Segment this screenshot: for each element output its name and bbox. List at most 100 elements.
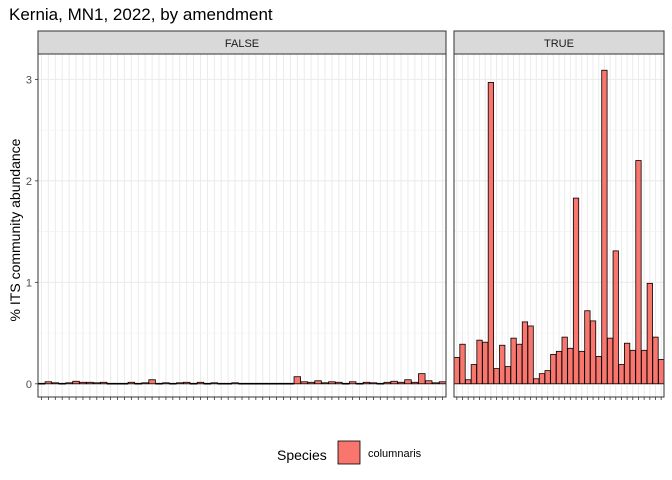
legend-key-columnaris (337, 440, 361, 465)
y-tick-label: 3 (26, 74, 32, 86)
bar (641, 349, 648, 385)
bar (578, 350, 585, 385)
bar (355, 382, 364, 385)
bar (418, 373, 426, 385)
legend-label-columnaris: columnaris (368, 448, 422, 460)
bar (37, 382, 46, 385)
bar (224, 382, 232, 385)
bar (390, 380, 398, 385)
strip-label: TRUE (544, 38, 574, 50)
bar (646, 282, 653, 385)
bar (328, 381, 336, 385)
bar (612, 250, 619, 385)
bar (203, 382, 212, 385)
bar (182, 381, 191, 385)
bar (624, 342, 631, 385)
bar (210, 382, 219, 385)
panel-border (453, 53, 665, 398)
bar (265, 382, 274, 385)
bar (113, 382, 122, 385)
bar (397, 381, 405, 385)
bar (100, 381, 108, 385)
bar (533, 378, 540, 385)
bar (169, 382, 177, 385)
bar (148, 379, 156, 385)
bar (259, 382, 267, 385)
bar (567, 347, 574, 385)
bar (189, 382, 198, 385)
bar (362, 381, 371, 385)
bar (231, 382, 239, 385)
bar (120, 382, 129, 385)
bar (544, 370, 551, 385)
bar (658, 359, 665, 385)
bar (629, 349, 636, 385)
bar (431, 382, 440, 385)
panel-border (37, 53, 447, 398)
bar (595, 356, 602, 385)
legend: Species columnaris (277, 440, 422, 465)
bar (561, 336, 568, 385)
bar (482, 341, 489, 385)
bar (51, 382, 59, 385)
bar (196, 381, 205, 385)
bar (601, 69, 608, 385)
bar (438, 381, 447, 385)
bar (383, 381, 391, 385)
bar (550, 353, 557, 385)
bar (79, 381, 87, 385)
panel-false: FALSE 0 1 2 3 (26, 30, 447, 400)
bar (314, 380, 322, 385)
bar (238, 382, 246, 385)
bar (465, 379, 472, 385)
bar (516, 343, 523, 385)
bar (335, 381, 343, 385)
bar (459, 343, 466, 385)
bar (307, 381, 315, 385)
bar (252, 382, 260, 385)
bar (606, 337, 614, 385)
chart-title: Kernia, MN1, 2022, by amendment (9, 5, 273, 24)
bar (510, 337, 517, 385)
bar (300, 381, 308, 385)
bar (555, 350, 563, 385)
bar (293, 376, 302, 385)
bar (425, 380, 433, 385)
bar (499, 344, 506, 385)
bar (65, 382, 73, 385)
strip-label: FALSE (225, 38, 259, 50)
bar (44, 381, 53, 385)
bar (584, 310, 591, 385)
bar (376, 382, 384, 385)
bar (404, 379, 412, 385)
panel-true: TRUE (453, 30, 665, 400)
bar (618, 364, 625, 385)
panels: FALSE 0 1 2 3 TRUE (26, 30, 665, 400)
bar (58, 382, 66, 385)
bar (155, 382, 163, 385)
bar (162, 382, 170, 385)
bar (272, 382, 281, 385)
bar (245, 382, 253, 385)
y-tick-label: 0 (26, 379, 32, 391)
bar (342, 382, 350, 385)
bar (504, 366, 512, 385)
bar (572, 197, 580, 385)
y-tick-label: 1 (26, 277, 32, 289)
bar (470, 364, 477, 385)
bar (176, 382, 184, 385)
bar (493, 368, 500, 385)
bar (635, 160, 642, 385)
bar (652, 336, 659, 385)
bar (106, 382, 115, 385)
bar (369, 382, 378, 385)
bar (453, 357, 460, 385)
bar (411, 381, 419, 385)
bar (527, 325, 534, 385)
legend-title: Species (277, 447, 327, 463)
y-tick-label: 2 (26, 176, 32, 188)
bar (72, 380, 80, 385)
bar (321, 382, 329, 385)
bar (476, 339, 483, 385)
bar (141, 382, 149, 385)
